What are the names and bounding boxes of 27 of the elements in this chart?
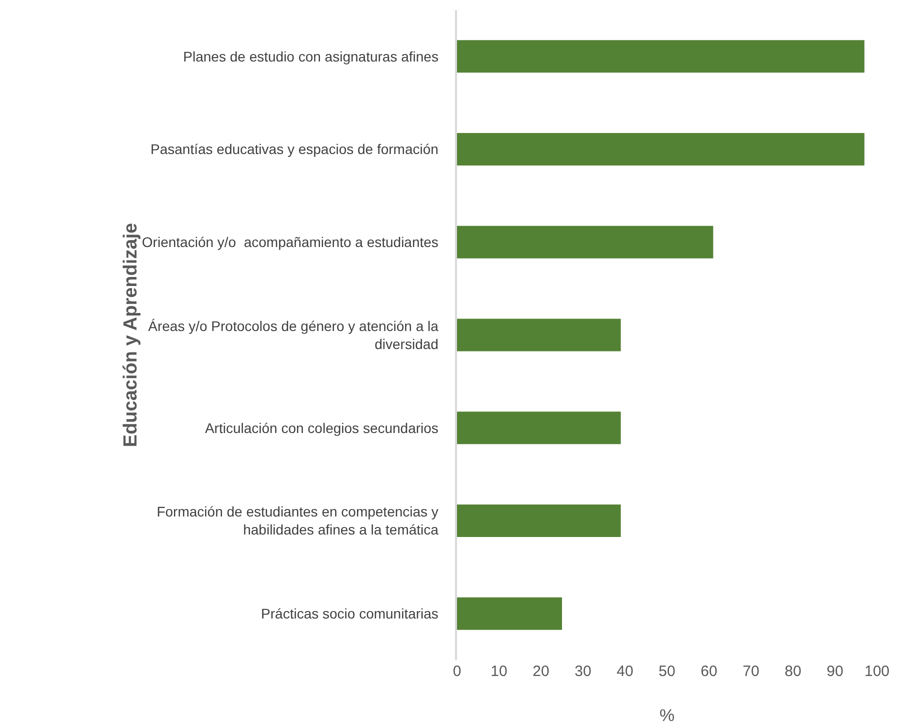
y-tick-label: Áreas y/o Protocolos de género y atención a la diversidad [148,318,439,352]
x-tick-label: 80 [784,663,802,680]
x-tick-label: 90 [826,663,844,680]
x-tick-label: 60 [700,663,718,680]
bar [457,133,864,166]
bar [457,412,621,444]
x-tick-label: 0 [452,663,462,680]
bar [457,226,714,258]
bar [457,504,621,537]
x-tick-label: 20 [532,663,550,680]
bar [457,597,562,630]
y-tick-label: Planes de estudio con asignaturas afines [183,48,438,64]
y-tick-label: Pasantías educativas y espacios de formación [150,141,438,158]
y-axis-title: Educación y Aprendizaje [120,222,142,448]
x-tick-label: 50 [658,663,676,680]
y-tick-label: Prácticas socio comunitarias [261,605,438,622]
x-axis-title: % [659,706,675,725]
bar [457,318,621,352]
x-tick-label: 100 [864,663,890,680]
x-tick-label: 70 [742,663,760,680]
y-tick-label: Formación de estudiantes en competencias y habilidades afines a la temática [156,504,439,538]
bar [457,40,864,73]
y-tick-label: Orientación y/o acompañamiento a estudiantes [142,234,438,250]
x-tick-label: 40 [616,663,634,680]
x-tick-label: 10 [490,663,508,680]
x-tick-label: 30 [574,663,592,680]
y-tick-label: Articulación con colegios secundarios [204,420,438,436]
